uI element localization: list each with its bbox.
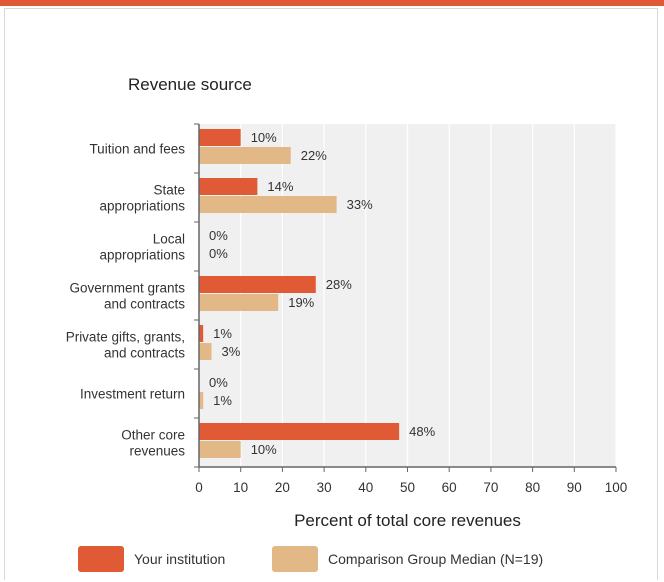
x-tick-label: 60: [442, 480, 457, 495]
legend-swatch: [272, 546, 318, 572]
x-tick-label: 20: [275, 480, 290, 495]
top-accent-bar: [0, 0, 664, 6]
category-label: Investment return: [80, 387, 185, 402]
bar-your-institution: [199, 178, 258, 195]
bar-your-institution: [199, 276, 316, 293]
bar-comparison-median: [199, 392, 204, 409]
category-label: Other core revenues: [121, 428, 185, 459]
x-tick-label: 70: [483, 480, 498, 495]
x-axis-title: Percent of total core revenues: [294, 511, 521, 530]
data-label: 14%: [267, 179, 293, 194]
legend-swatch: [78, 546, 124, 572]
x-tick-label: 10: [233, 480, 248, 495]
x-tick-label: 40: [358, 480, 373, 495]
bar-comparison-median: [199, 294, 279, 311]
data-label: 10%: [251, 130, 277, 145]
data-label: 33%: [347, 197, 373, 212]
category-label: Private gifts, grants, and contracts: [66, 330, 186, 361]
category-label: Local appropriations: [99, 232, 185, 263]
data-label: 1%: [213, 326, 232, 341]
x-tick-label: 90: [567, 480, 582, 495]
data-label: 28%: [326, 277, 352, 292]
legend-label: Comparison Group Median (N=19): [328, 551, 543, 567]
bar-your-institution: [199, 423, 400, 440]
x-tick-label: 30: [317, 480, 332, 495]
data-label: 10%: [251, 442, 277, 457]
x-tick-label: 100: [605, 480, 628, 495]
data-label: 0%: [209, 246, 228, 261]
data-label: 3%: [222, 344, 241, 359]
data-label: 19%: [288, 295, 314, 310]
x-tick-label: 0: [195, 480, 203, 495]
x-tick-label: 80: [525, 480, 540, 495]
bar-comparison-median: [199, 343, 212, 360]
data-label: 22%: [301, 148, 327, 163]
x-tick-label: 50: [400, 480, 415, 495]
bar-your-institution: [199, 325, 204, 342]
data-label: 48%: [409, 424, 435, 439]
bar-comparison-median: [199, 441, 241, 458]
chart-title: Revenue source: [128, 75, 252, 94]
bar-your-institution: [199, 129, 241, 146]
bar-comparison-median: [199, 196, 337, 213]
legend: Your institution Comparison Group Median …: [78, 546, 543, 572]
plot-area: 10% 22% Tuition and fees 14% 33% State appropr…: [66, 123, 628, 530]
data-label: 1%: [213, 393, 232, 408]
data-label: 0%: [209, 375, 228, 390]
data-label: 0%: [209, 228, 228, 243]
legend-label: Your institution: [134, 551, 225, 567]
category-label: Government grants and contracts: [69, 281, 185, 312]
category-label: State appropriations: [99, 183, 185, 214]
category-label: Tuition and fees: [89, 142, 185, 157]
bar-comparison-median: [199, 147, 291, 164]
